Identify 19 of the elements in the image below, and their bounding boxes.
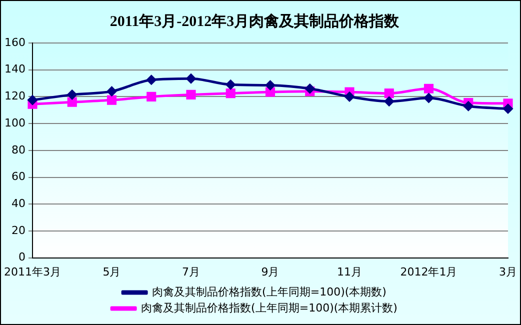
y-tick-label: 80 [11,143,26,156]
y-tick-label: 160 [4,36,26,49]
y-tick-label: 0 [18,250,26,264]
x-tick-label: 2011年3月 [4,265,61,278]
y-tick-label: 100 [4,116,26,130]
y-tick-label: 20 [11,224,26,237]
x-tick-label: 7月 [182,265,200,278]
y-tick-label: 40 [11,196,26,210]
legend-label: 肉禽及其制品价格指数(上年同期=100)(本期数) [152,285,386,298]
y-tick-label: 60 [11,170,26,184]
legend-label: 肉禽及其制品价格指数(上年同期=100)(本期累计数) [141,301,398,314]
x-tick-label: 11月 [337,265,362,278]
x-tick-label: 9月 [261,265,280,278]
y-tick-label: 120 [4,90,26,103]
x-tick-label: 3月 [499,265,517,278]
chart-title: 2011年3月-2012年3月肉禽及其制品价格指数 [110,12,400,30]
x-tick-label: 5月 [102,265,121,278]
y-tick-label: 140 [4,62,26,76]
x-tick-label: 2012年1月 [400,265,458,278]
